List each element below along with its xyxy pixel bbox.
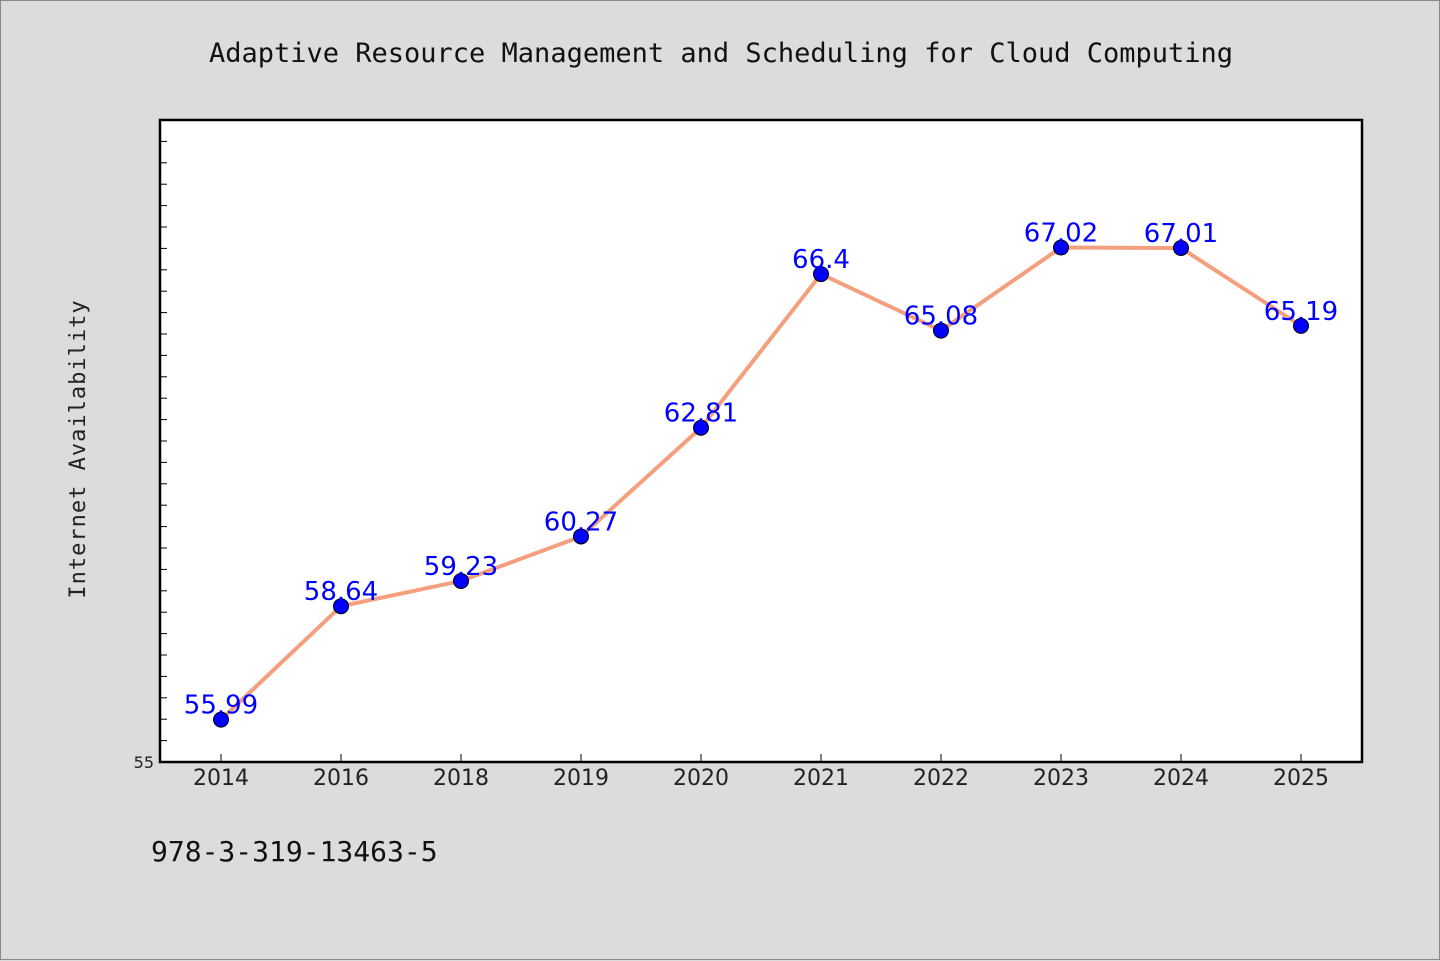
data-label: 58.64 [304,577,378,607]
data-label: 65.08 [904,302,978,332]
footer-isbn: 978-3-319-13463-5 [151,835,438,868]
data-point [573,528,589,545]
data-label: 60.27 [544,507,618,537]
data-label: 66.4 [792,245,850,275]
x-tick-label: 2025 [1273,766,1329,791]
x-tick-label: 2022 [913,766,969,791]
data-point [1173,239,1189,256]
data-markers [213,239,1309,728]
data-point [1053,239,1069,256]
x-tick-label: 2018 [433,766,489,791]
data-labels: 55.99 58.64 59.23 60.27 62.81 66.4 65.08 67.02 6… [184,219,1338,721]
data-label: 65.19 [1264,297,1338,327]
chart-title: Adaptive Resource Management and Schedul… [209,38,1233,69]
data-point [453,572,469,589]
data-point [1293,317,1309,334]
data-point [933,322,949,339]
data-point [693,419,709,436]
y-axis-ticks: 55 [134,140,167,772]
series-line [219,245,1303,722]
y-axis-label: Internet Availability [66,299,91,598]
x-tick-label: 2016 [313,766,369,791]
x-tick-label: 2020 [673,766,729,791]
x-tick-label: 2023 [1033,766,1089,791]
data-point [333,598,349,615]
x-tick-label: 2021 [793,766,849,791]
x-tick-label: 2024 [1153,766,1209,791]
data-label: 59.23 [424,552,498,582]
data-point [813,266,829,283]
data-label: 67.02 [1024,219,1098,249]
data-label: 55.99 [184,691,258,721]
data-label: 67.01 [1144,219,1218,249]
x-tick-label: 2019 [553,766,609,791]
data-point [213,711,229,728]
x-axis-ticks: 2014 2016 2018 2019 2020 2021 2022 2023 2024 2025 [193,754,1329,791]
plot-area [158,118,1364,764]
series-line-group [219,245,1303,722]
data-label: 62.81 [664,399,738,429]
x-tick-label: 2014 [193,766,249,791]
y-tick-label: 55 [134,753,154,772]
